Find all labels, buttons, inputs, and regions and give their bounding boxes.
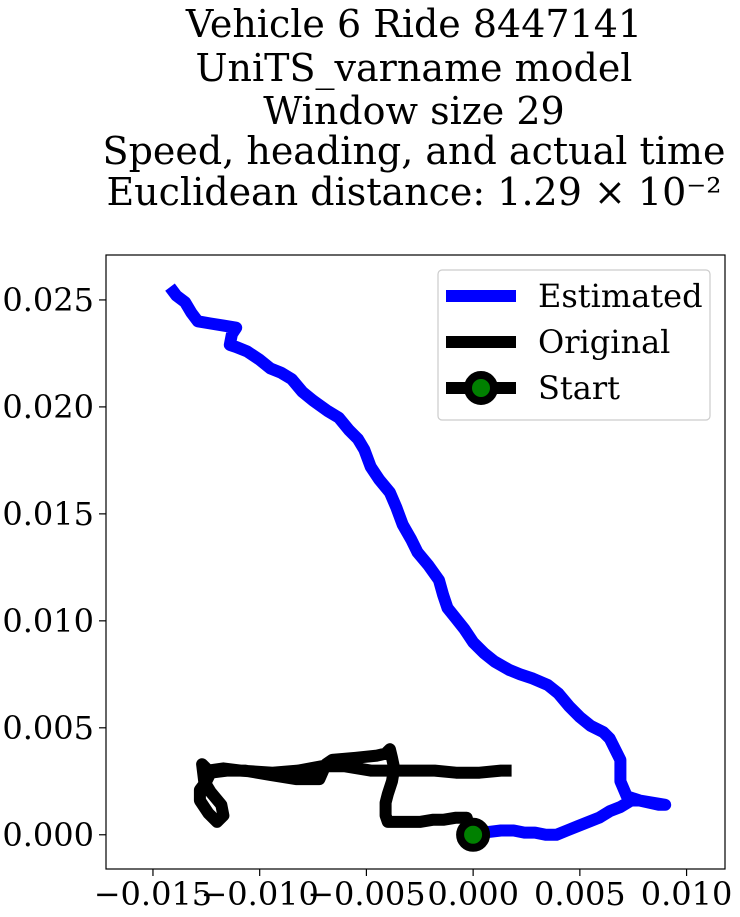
x-tick-label: 0.010 — [641, 875, 733, 913]
legend-label-start: Start — [538, 369, 620, 407]
chart-title: Vehicle 6 Ride 8447141 UniTS_varname mod… — [103, 2, 726, 214]
series-line-estimated — [165, 283, 672, 841]
y-tick-label: 0.020 — [2, 388, 94, 426]
title-line-2: UniTS_varname model — [196, 46, 633, 91]
legend-label-original: Original — [538, 323, 670, 361]
legend: Estimated Original Start — [437, 269, 711, 421]
y-tick-label: 0.010 — [2, 602, 94, 640]
title-line-3: Window size 29 — [263, 89, 564, 133]
y-tick-label: 0.025 — [2, 281, 94, 319]
x-tick-label: −0.005 — [307, 875, 425, 913]
start-marker — [456, 817, 491, 852]
x-tick-label: 0.005 — [534, 875, 626, 913]
title-line-4: Speed, heading, and actual time — [103, 129, 726, 173]
legend-label-estimated: Estimated — [538, 277, 703, 315]
title-line-5: Euclidean distance: 1.29 × 10⁻² — [106, 170, 721, 214]
x-tick-label: 0.000 — [427, 875, 519, 913]
legend-swatch-start-marker — [464, 371, 498, 405]
y-axis: 0.000 0.005 0.010 0.015 0.020 0.025 — [2, 281, 106, 854]
title-line-1: Vehicle 6 Ride 8447141 — [185, 2, 642, 46]
y-tick-label: 0.000 — [2, 816, 94, 854]
axes-frame — [105, 254, 726, 870]
x-tick-label: −0.010 — [200, 875, 318, 913]
series-line-original — [193, 743, 512, 838]
x-tick-label: −0.015 — [94, 875, 212, 913]
x-axis: −0.015−0.010−0.005 0.000 0.005 0.010 — [94, 869, 733, 913]
y-tick-label: 0.015 — [2, 495, 94, 533]
plot-area — [165, 283, 672, 852]
y-tick-label: 0.005 — [2, 709, 94, 747]
